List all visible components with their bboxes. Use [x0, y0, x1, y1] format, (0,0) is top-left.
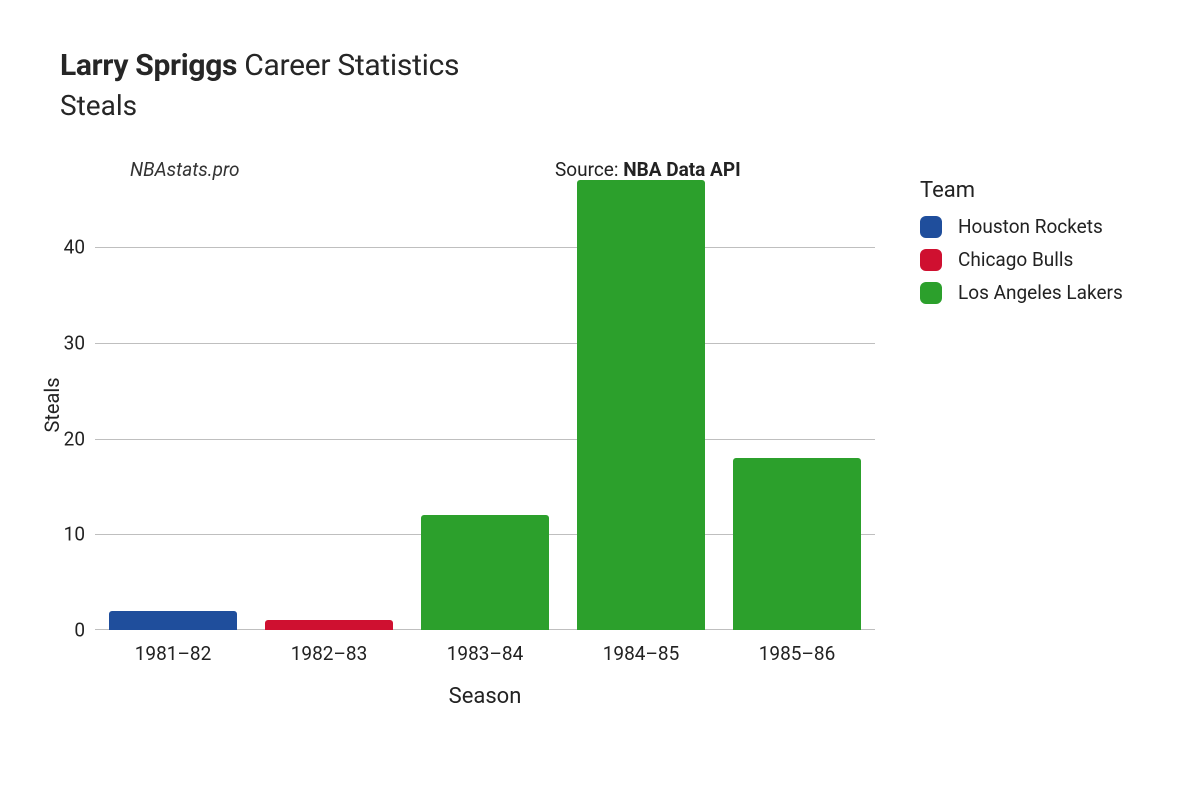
legend-label: Houston Rockets — [958, 215, 1103, 238]
plot-area: 0102030401981–821982–831983–841984–85198… — [95, 180, 875, 630]
source-credit: Source: NBA Data API — [555, 158, 741, 181]
chart-title-line1: Larry Spriggs Career Statistics — [60, 48, 459, 83]
chart-title-stat: Steals — [60, 89, 459, 122]
chart-container: Larry Spriggs Career Statistics Steals N… — [0, 0, 1200, 800]
title-player: Larry Spriggs — [60, 48, 237, 83]
legend-swatch — [920, 282, 942, 304]
bar — [733, 458, 861, 630]
legend-item: Houston Rockets — [920, 215, 1123, 238]
grid-line — [95, 439, 875, 440]
watermark-text: NBAstats.pro — [130, 158, 240, 181]
xtick-label: 1982–83 — [291, 642, 368, 665]
source-name: NBA Data API — [623, 158, 740, 181]
xtick-label: 1985–86 — [759, 642, 836, 665]
yaxis-title: Steals — [40, 377, 64, 432]
bar — [421, 515, 549, 630]
legend-label: Chicago Bulls — [958, 248, 1073, 271]
ytick-label: 20 — [64, 427, 85, 450]
legend-title: Team — [920, 178, 1123, 203]
ytick-label: 40 — [64, 236, 85, 259]
xtick-label: 1981–82 — [135, 642, 212, 665]
legend-swatch — [920, 249, 942, 271]
legend-item: Los Angeles Lakers — [920, 281, 1123, 304]
grid-line — [95, 247, 875, 248]
bar — [109, 611, 237, 630]
bar — [265, 620, 393, 630]
bar — [577, 180, 705, 630]
legend-swatch — [920, 216, 942, 238]
legend-label: Los Angeles Lakers — [958, 281, 1123, 304]
legend: Team Houston Rockets Chicago Bulls Los Ang… — [920, 178, 1123, 314]
ytick-label: 10 — [64, 523, 85, 546]
legend-item: Chicago Bulls — [920, 248, 1123, 271]
chart-title-block: Larry Spriggs Career Statistics Steals — [60, 48, 459, 122]
xaxis-title: Season — [449, 684, 522, 709]
ytick-label: 30 — [64, 331, 85, 354]
title-suffix: Career Statistics — [244, 48, 459, 83]
grid-line — [95, 343, 875, 344]
xtick-label: 1983–84 — [447, 642, 524, 665]
ytick-label: 0 — [74, 619, 85, 642]
source-prefix: Source: — [555, 158, 623, 181]
xtick-label: 1984–85 — [603, 642, 680, 665]
